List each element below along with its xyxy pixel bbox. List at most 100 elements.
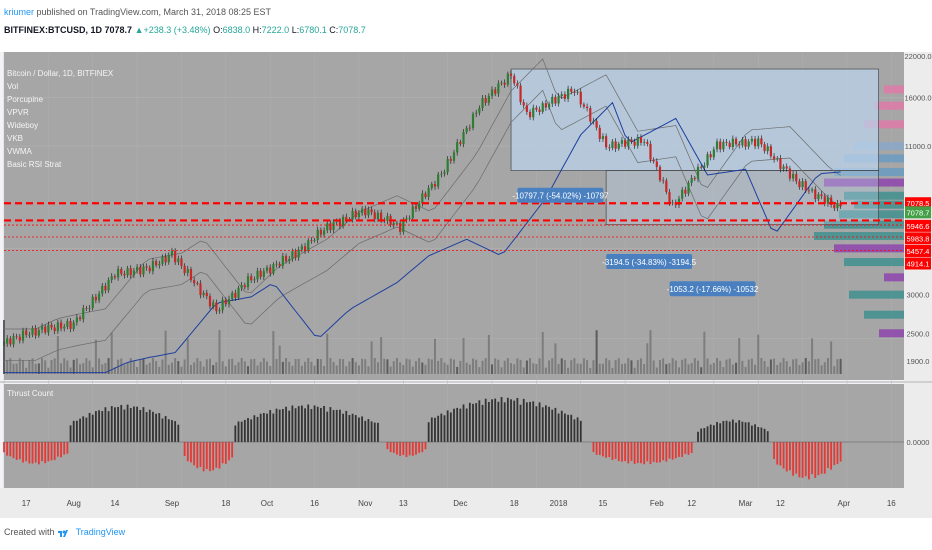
thrust-bar (326, 411, 329, 442)
price-axis-label: 2500.0 (907, 329, 930, 338)
thrust-bar (785, 442, 788, 472)
thrust-bar (72, 420, 75, 442)
thrust-bar (31, 442, 34, 464)
volume-bar (395, 358, 398, 374)
thrust-bar (411, 442, 414, 456)
candle-body (170, 250, 174, 255)
candle-body (335, 221, 338, 223)
candle-body (341, 216, 345, 227)
candle-body (630, 139, 633, 142)
tradingview-brand[interactable]: TradingView (75, 527, 126, 537)
candle-body (788, 168, 792, 179)
candle-body (329, 223, 332, 231)
thrust-bar (373, 422, 376, 442)
thrust-bar (345, 410, 348, 442)
volume-bar (712, 362, 715, 374)
thrust-zero-label: 0.0000 (907, 438, 930, 447)
candle-body (624, 140, 627, 147)
thrust-bar (167, 419, 170, 442)
thrust-bar (567, 414, 569, 442)
thrust-bar (820, 442, 823, 474)
thrust-bar (129, 408, 132, 442)
thrust-bar (614, 442, 617, 459)
thrust-bar (722, 420, 725, 442)
volume-bar (354, 362, 357, 374)
volume-bar (199, 361, 202, 374)
thrust-bar (120, 404, 123, 442)
thrust-bar (434, 417, 436, 442)
candle-body (456, 142, 459, 153)
volume-bar (690, 363, 693, 374)
volume-bar (174, 358, 177, 374)
thrust-bar (449, 412, 452, 442)
thrust-bar (506, 397, 509, 442)
symbol-label[interactable]: BITFINEX:BTCUSD, 1D (4, 25, 103, 35)
price-tag (905, 232, 931, 245)
chart-canvas[interactable]: -10797.7 (-54.02%) -10797 -3194.5 (-34.83… (0, 52, 932, 518)
candle-body (303, 246, 307, 251)
volume-bar (291, 365, 294, 374)
volume-bar (15, 363, 18, 374)
candle-body (307, 240, 310, 251)
volume-profile-row (884, 85, 904, 94)
thrust-bar (763, 428, 766, 442)
thrust-bar (136, 406, 138, 442)
thrust-bar (738, 420, 741, 442)
volume-profile-row (879, 329, 904, 338)
thrust-bar (269, 410, 272, 442)
volume-bar (164, 330, 167, 374)
thrust-bar (243, 419, 246, 442)
volume-bar (357, 365, 360, 374)
thrust-bar (155, 413, 158, 442)
volume-bar (700, 367, 703, 374)
price-tag (905, 206, 931, 219)
candle-body (592, 120, 595, 122)
volume-bar (161, 359, 164, 374)
candle-body (804, 181, 807, 191)
candle-body (196, 283, 199, 285)
volume-bar (348, 361, 351, 374)
volume-bar (792, 359, 795, 374)
thrust-bar (475, 403, 478, 442)
volume-bar (440, 358, 443, 374)
volume-bar (310, 361, 313, 374)
thrust-bar (535, 406, 538, 442)
volume-bar (684, 358, 687, 374)
thrust-bar (570, 414, 573, 442)
thrust-bar (164, 416, 167, 442)
volume-bar (728, 358, 731, 374)
thrust-bar (662, 442, 665, 461)
price-change: +238.3 (+3.48%) (143, 25, 211, 35)
candle-body (139, 266, 142, 275)
candle-body (566, 88, 570, 99)
volume-bar (98, 358, 101, 374)
thrust-bar (399, 442, 402, 456)
thrust-bar (529, 401, 531, 442)
candle-body (551, 96, 554, 104)
candle-body (557, 96, 560, 104)
candle-body (826, 197, 830, 204)
low-value: 6780.1 (299, 25, 327, 35)
volume-bar (28, 360, 31, 374)
price-axis-label: 3000.0 (907, 291, 930, 300)
candle-body (490, 89, 494, 96)
thrust-bar (297, 406, 300, 442)
tradingview-logo-icon[interactable] (57, 528, 69, 538)
volume-bar (725, 359, 728, 374)
candle-body (814, 189, 817, 200)
thrust-bar (415, 442, 417, 455)
volume-bar (576, 363, 579, 374)
candle-body (193, 280, 196, 284)
candle-body (104, 285, 107, 291)
volume-bar (757, 334, 760, 374)
candle-body (135, 266, 139, 271)
candle-body (452, 152, 456, 161)
candle-body (570, 88, 573, 92)
volume-bar (250, 359, 253, 374)
price-tag (905, 197, 931, 210)
candle-body (462, 132, 465, 144)
candle-body (101, 285, 104, 294)
volume-bar (833, 366, 836, 374)
author-link[interactable]: kriumer (4, 7, 35, 17)
